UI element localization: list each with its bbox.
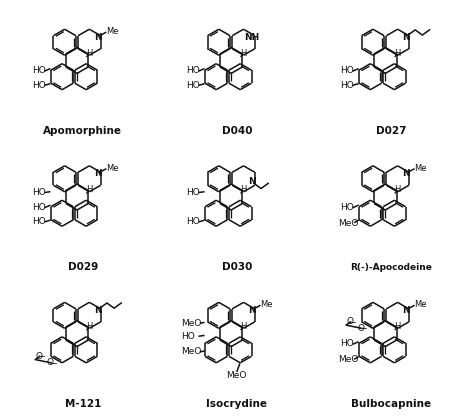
Text: Me: Me (106, 27, 119, 36)
Text: HO: HO (186, 217, 200, 226)
Text: O: O (47, 358, 54, 368)
Text: R(-)-Apocodeine: R(-)-Apocodeine (350, 263, 432, 272)
Text: Me: Me (106, 164, 119, 173)
Text: N: N (402, 32, 410, 42)
Text: HO: HO (186, 188, 200, 197)
Text: H: H (240, 185, 246, 194)
Text: Me: Me (260, 300, 273, 310)
Text: HO: HO (186, 66, 200, 75)
Text: O: O (346, 318, 354, 326)
Text: D030: D030 (222, 262, 252, 272)
Text: M-121: M-121 (64, 399, 101, 409)
Text: NH: NH (244, 32, 260, 42)
Text: H: H (394, 322, 401, 331)
Text: N: N (94, 32, 101, 42)
Text: HO: HO (32, 217, 46, 226)
Text: MeO: MeO (227, 371, 247, 380)
Text: O: O (358, 324, 365, 333)
Text: HO: HO (340, 203, 354, 212)
Text: HO: HO (181, 332, 195, 341)
Text: Bulbocapnine: Bulbocapnine (351, 399, 431, 409)
Text: N: N (94, 169, 101, 178)
Text: N: N (248, 306, 256, 315)
Text: Isocrydine: Isocrydine (207, 399, 267, 409)
Text: HO: HO (32, 81, 46, 89)
Text: O: O (36, 352, 43, 361)
Text: N: N (248, 177, 256, 186)
Text: N: N (402, 306, 410, 315)
Text: N: N (94, 306, 101, 315)
Text: H: H (86, 49, 92, 58)
Text: H: H (240, 49, 246, 58)
Text: H: H (86, 322, 92, 331)
Text: MeO: MeO (181, 319, 201, 328)
Text: D027: D027 (376, 126, 406, 136)
Text: Apomorphine: Apomorphine (44, 126, 122, 136)
Text: HO: HO (32, 203, 46, 212)
Text: Me: Me (415, 164, 427, 173)
Text: H: H (240, 322, 246, 331)
Text: N: N (402, 169, 410, 178)
Text: HO: HO (340, 66, 354, 75)
Text: HO: HO (340, 81, 354, 89)
Text: HO: HO (32, 188, 46, 197)
Text: MeO: MeO (338, 218, 358, 228)
Text: H: H (394, 49, 401, 58)
Text: MeO: MeO (181, 347, 201, 356)
Text: HO: HO (32, 66, 46, 75)
Text: HO: HO (186, 81, 200, 89)
Text: Me: Me (415, 300, 427, 310)
Text: D040: D040 (222, 126, 252, 136)
Text: MeO: MeO (338, 355, 358, 364)
Text: D029: D029 (68, 262, 98, 272)
Text: HO: HO (340, 339, 354, 349)
Text: H: H (86, 185, 92, 194)
Text: H: H (394, 185, 401, 194)
